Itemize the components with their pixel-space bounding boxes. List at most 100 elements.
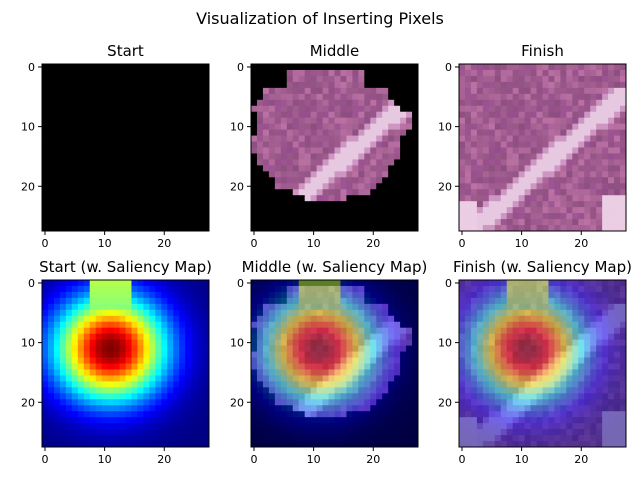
pixel (143, 177, 150, 184)
pixel (65, 417, 73, 424)
pixel (125, 297, 132, 305)
pixel (364, 393, 371, 400)
pixel (548, 303, 555, 311)
pixel (143, 357, 150, 364)
pixel (364, 135, 371, 142)
pixel (572, 327, 579, 335)
pixel (161, 165, 168, 172)
pixel (572, 153, 579, 160)
pixel (298, 315, 306, 323)
pixel (298, 280, 306, 287)
pixel (596, 117, 603, 125)
pixel (131, 135, 138, 142)
pixel (518, 363, 525, 370)
pixel (530, 159, 537, 166)
pixel (191, 183, 198, 190)
pixel (53, 303, 61, 311)
pixel (185, 303, 192, 311)
pixel (304, 159, 312, 166)
pixel (286, 345, 294, 352)
pixel (394, 93, 401, 101)
pixel (596, 399, 603, 406)
pixel (464, 177, 472, 184)
pixel (482, 165, 490, 172)
pixel (459, 345, 466, 352)
pixel (316, 381, 323, 388)
pixel (459, 64, 466, 71)
pixel (89, 87, 97, 95)
x-tick-label: 20 (157, 237, 171, 250)
pixel (400, 177, 407, 184)
pixel (101, 327, 108, 335)
pixel (388, 135, 395, 142)
pixel (149, 81, 156, 89)
pixel (578, 195, 585, 202)
pixel (554, 165, 561, 172)
pixel (161, 159, 168, 166)
pixel (334, 123, 341, 130)
pixel (542, 177, 549, 184)
pixel (572, 351, 579, 358)
pixel (464, 429, 472, 436)
pixel (173, 135, 180, 142)
pixel (602, 369, 609, 376)
pixel (394, 327, 401, 335)
pixel (459, 393, 466, 400)
pixel (113, 381, 120, 388)
pixel (197, 411, 204, 418)
pixel (316, 339, 323, 346)
pixel (113, 225, 120, 232)
pixel (530, 411, 537, 418)
pixel (149, 387, 156, 394)
pixel (578, 369, 585, 376)
pixel (298, 429, 306, 436)
pixel (530, 117, 537, 125)
pixel (83, 393, 91, 400)
pixel (107, 291, 114, 299)
pixel (173, 291, 180, 299)
pixel (143, 321, 150, 329)
pixel (322, 405, 329, 412)
pixel (602, 321, 609, 329)
pixel (179, 321, 186, 329)
pixel (614, 141, 621, 148)
pixel (464, 129, 472, 136)
pixel (89, 225, 97, 232)
pixel (262, 393, 270, 400)
pixel (584, 399, 591, 406)
pixel (358, 171, 365, 178)
pixel (358, 393, 365, 400)
pixel (203, 64, 210, 71)
pixel (256, 117, 264, 125)
pixel (376, 291, 383, 299)
pixel (524, 123, 531, 130)
pixel (256, 393, 264, 400)
pixel (518, 387, 525, 394)
pixel (107, 411, 114, 418)
pixel (137, 369, 144, 376)
pixel (524, 363, 531, 370)
pixel (536, 177, 543, 184)
pixel (614, 159, 621, 166)
pixel (358, 117, 365, 125)
pixel (322, 327, 329, 335)
pixel (340, 435, 347, 442)
pixel (542, 99, 549, 107)
pixel (542, 417, 549, 424)
pixel (358, 135, 365, 142)
pixel (42, 357, 49, 364)
pixel (542, 111, 549, 119)
pixel (131, 411, 138, 418)
pixel (590, 303, 597, 311)
pixel (518, 99, 525, 107)
pixel (167, 213, 174, 220)
pixel (316, 387, 323, 394)
pixel (394, 435, 401, 442)
pixel (161, 339, 168, 346)
pixel (536, 75, 543, 83)
pixel (119, 303, 126, 311)
pixel (548, 280, 555, 287)
pixel (412, 399, 419, 406)
pixel (370, 327, 377, 335)
pixel (488, 315, 496, 323)
